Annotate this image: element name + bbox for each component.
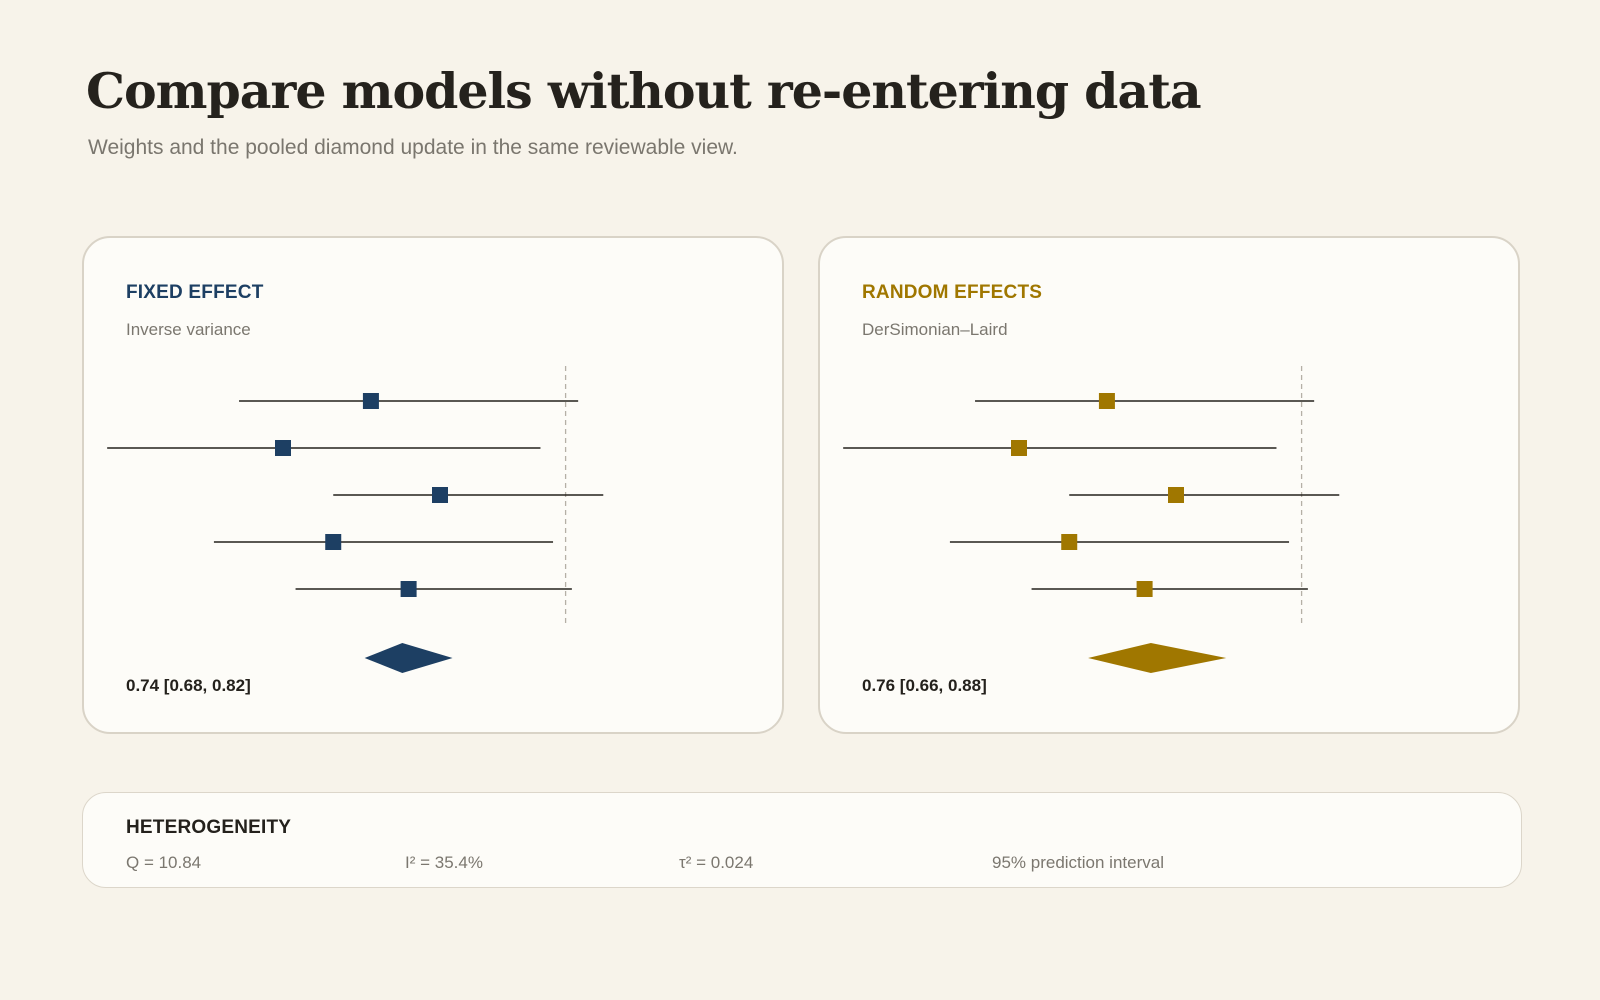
pooled-diamond <box>1088 643 1227 673</box>
random-forest-plot <box>843 366 1340 673</box>
page-title: Compare models without re-entering data <box>86 62 1202 120</box>
study-point <box>1168 487 1184 503</box>
study-point <box>400 581 417 597</box>
random-effects-card: RANDOM EFFECTS DerSimonian–Laird 0.76 [0… <box>818 236 1520 734</box>
card-title: RANDOM EFFECTS <box>862 282 1043 303</box>
heterogeneity-panel: HETEROGENEITY Q = 10.84 I² = 35.4% τ² = … <box>82 792 1522 888</box>
study-point <box>1098 393 1115 409</box>
pooled-diamond <box>364 643 453 673</box>
card-subtitle: Inverse variance <box>126 320 251 339</box>
card-subtitle: DerSimonian–Laird <box>862 320 1008 339</box>
card-title: FIXED EFFECT <box>126 282 264 303</box>
q-statistic: Q = 10.84 <box>126 853 202 872</box>
study-point <box>432 487 448 503</box>
i-squared-statistic: I² = 35.4% <box>405 853 483 872</box>
fixed-forest-plot <box>107 366 604 673</box>
study-point <box>362 393 379 409</box>
prediction-interval-label: 95% prediction interval <box>992 853 1164 872</box>
study-point <box>275 440 291 456</box>
tau-squared-statistic: τ² = 0.024 <box>679 853 754 872</box>
heterogeneity-title: HETEROGENEITY <box>126 817 292 838</box>
study-point <box>325 534 342 550</box>
study-point <box>1061 534 1078 550</box>
fixed-effect-card: FIXED EFFECT Inverse variance 0.74 [0.68… <box>82 236 784 734</box>
study-point <box>1136 581 1153 597</box>
study-point <box>1011 440 1027 456</box>
pooled-estimate-label: 0.74 [0.68, 0.82] <box>126 676 251 695</box>
pooled-estimate-label: 0.76 [0.66, 0.88] <box>862 676 987 695</box>
page-subtitle: Weights and the pooled diamond update in… <box>88 136 738 159</box>
